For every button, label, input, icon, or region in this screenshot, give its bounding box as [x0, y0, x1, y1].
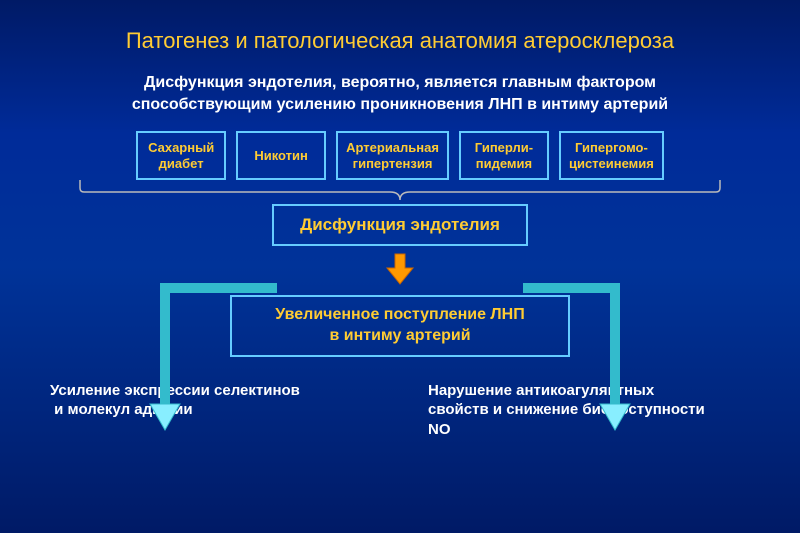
factor-label: диабет — [159, 156, 204, 171]
bottom-right-text: Нарушение антикоагулянтных свойств и сни… — [428, 381, 750, 440]
factor-label: пидемия — [476, 156, 532, 171]
br-line1: Нарушение антикоагулянтных — [428, 382, 654, 399]
bl-line1: Усиление экспрессии селектинов — [50, 382, 300, 399]
dysfunction-label: Дисфункция эндотелия — [300, 215, 500, 234]
subtitle-line2: способствующим усилению проникновения ЛН… — [132, 96, 668, 113]
dysfunction-box: Дисфункция эндотелия — [272, 204, 528, 246]
factor-label: Никотин — [254, 148, 308, 164]
factor-label: гипертензия — [353, 156, 433, 171]
result-box: Увеличенное поступление ЛНП в интиму арт… — [230, 295, 570, 357]
mid-row: Дисфункция эндотелия — [0, 204, 800, 246]
factor-label: Сахарный — [148, 140, 214, 155]
factor-label: цистеинемия — [569, 156, 654, 171]
br-line3: NO — [428, 421, 451, 438]
slide-title: Патогенез и патологическая анатомия атер… — [0, 0, 800, 66]
factor-label: Гиперли- — [475, 140, 533, 155]
brace-connector — [0, 178, 800, 202]
factor-box-hyperhomocysteinemia: Гипергомо- цистеинемия — [559, 131, 664, 180]
down-arrow-orange — [0, 252, 800, 291]
brace-icon — [70, 178, 730, 202]
result-line2: в интиму артерий — [329, 327, 470, 344]
factor-box-nicotine: Никотин — [236, 131, 326, 180]
factors-row: Сахарный диабет Никотин Артериальная гип… — [0, 131, 800, 180]
subtitle-line1: Дисфункция эндотелия, вероятно, является… — [144, 74, 656, 91]
result-line1: Увеличенное поступление ЛНП — [275, 306, 524, 323]
factor-label: Артериальная — [346, 140, 439, 155]
arrow-down-icon — [383, 252, 417, 286]
factor-box-diabetes: Сахарный диабет — [136, 131, 226, 180]
result-row: Увеличенное поступление ЛНП в интиму арт… — [0, 295, 800, 357]
br-line2: свойств и снижение биодоступности — [428, 401, 705, 418]
bl-line2: и молекул адгезии — [54, 401, 192, 418]
bottom-row: Усиление экспрессии селектинов и молекул… — [0, 357, 800, 440]
factor-label: Гипергомо- — [575, 140, 648, 155]
bottom-left-text: Усиление экспрессии селектинов и молекул… — [50, 381, 372, 440]
slide-subtitle: Дисфункция эндотелия, вероятно, является… — [0, 66, 800, 131]
factor-box-hypertension: Артериальная гипертензия — [336, 131, 449, 180]
factor-box-hyperlipidemia: Гиперли- пидемия — [459, 131, 549, 180]
